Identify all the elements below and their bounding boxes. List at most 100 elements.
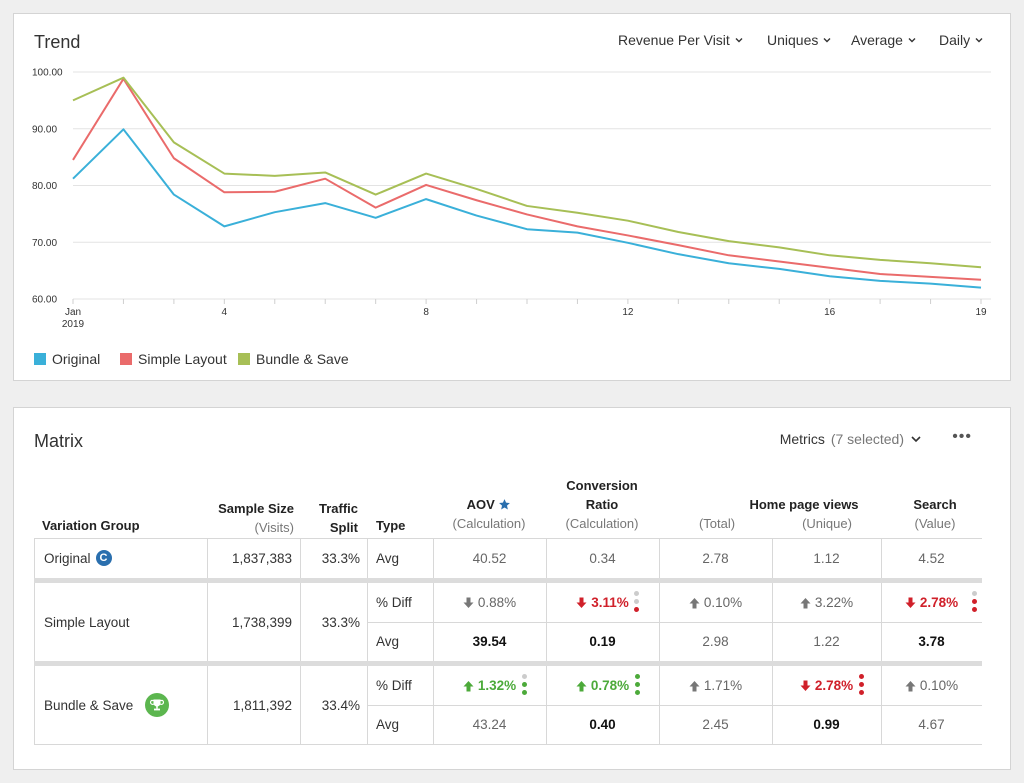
aov-diff: 0.88%: [433, 583, 546, 622]
search-diff: 2.78%: [881, 583, 982, 622]
aggregation-dropdown[interactable]: Average: [851, 32, 917, 48]
header-home-page-views[interactable]: Home page views: [749, 497, 859, 512]
x-tick-label: 19: [975, 307, 987, 318]
arrow-down-icon: [905, 597, 916, 608]
divider: [772, 538, 773, 745]
divider: [367, 538, 368, 745]
aov-value: 40.52: [472, 550, 507, 566]
table-row-bundle-save[interactable]: Bundle & Save: [44, 666, 170, 744]
x-tick-label: 4: [222, 307, 228, 318]
sample-size-value: 1,811,392: [232, 697, 292, 713]
variation-name: Simple Layout: [44, 614, 130, 630]
trend-chart: 60.00 70.00 80.00 90.00 100.00 Jan 2019 4 8 12 16 1…: [32, 68, 991, 330]
divider: [300, 538, 301, 745]
legend-swatch: [34, 353, 46, 365]
uniques-dropdown[interactable]: Uniques: [767, 32, 832, 48]
x-tick-label: 16: [824, 307, 836, 318]
y-tick-label: 100.00: [32, 68, 63, 79]
hpv-unique-value: 1.12: [813, 550, 840, 566]
header-search[interactable]: Search (Value): [913, 497, 957, 531]
sample-size-value: 1,837,383: [231, 550, 292, 566]
hpv-total-avg: 2.98: [702, 634, 729, 649]
series-line-bundle-save: [72, 76, 982, 269]
sample-size-value: 1,738,399: [231, 614, 292, 630]
chevron-down-icon: [911, 436, 921, 443]
arrow-down-icon: [576, 597, 587, 608]
header-sample-size[interactable]: Sample Size (Visits): [218, 501, 294, 535]
arrow-up-icon: [689, 597, 700, 608]
divider: [34, 744, 982, 745]
divider: [546, 538, 547, 745]
chevron-down-icon: [735, 38, 743, 43]
divider: [34, 538, 35, 745]
aov-diff: 1.32%: [433, 666, 546, 705]
legend-item-original[interactable]: Original: [34, 351, 100, 367]
control-badge-icon: C: [95, 550, 112, 566]
divider: [367, 705, 982, 706]
significance-dots-icon: [522, 674, 527, 695]
divider: [207, 538, 208, 745]
arrow-up-icon: [463, 680, 474, 691]
header-variation-group[interactable]: Variation Group: [42, 518, 140, 533]
chevron-down-icon: [908, 38, 916, 43]
divider: [367, 622, 982, 623]
divider: [659, 538, 660, 745]
header-conversion-ratio[interactable]: Conversion Ratio (Calculation): [565, 478, 639, 531]
y-tick-label: 90.00: [32, 124, 57, 135]
type-label: Avg: [376, 717, 400, 732]
interval-dropdown[interactable]: Daily: [939, 32, 984, 48]
hpv-unique-avg: 1.22: [813, 634, 840, 649]
hpv-total-diff: 1.71%: [659, 666, 772, 705]
header-traffic-split[interactable]: Traffic Split: [318, 501, 358, 535]
trend-panel: Trend Revenue Per Visit Uniques Average …: [13, 13, 1011, 381]
divider: [881, 538, 882, 745]
trend-title: Trend: [34, 32, 81, 52]
arrow-up-icon: [905, 680, 916, 691]
legend-item-simple-layout[interactable]: Simple Layout: [120, 351, 227, 367]
header-aov[interactable]: AOV (Calculation): [452, 497, 526, 531]
hpv-total-diff: 0.10%: [659, 583, 772, 622]
metrics-label: Metrics: [779, 431, 825, 447]
search-avg: 3.78: [918, 634, 945, 649]
legend-label: Bundle & Save: [256, 351, 349, 367]
more-options-button[interactable]: •••: [952, 428, 972, 445]
arrow-down-icon: [463, 597, 474, 608]
matrix-panel: Matrix Metrics (7 selected) ••• Variatio…: [13, 407, 1011, 770]
variation-name: Bundle & Save: [44, 697, 134, 713]
traffic-split-value: 33.3%: [321, 550, 360, 566]
header-hpv-unique: (Unique): [802, 516, 852, 531]
table-row-simple-layout[interactable]: Simple Layout: [44, 583, 130, 661]
type-label: % Diff: [376, 678, 412, 693]
arrow-up-icon: [800, 597, 811, 608]
star-icon: [499, 499, 511, 510]
legend-label: Original: [52, 351, 101, 367]
hpv-unique-avg: 0.99: [813, 717, 840, 732]
metrics-dropdown[interactable]: Metrics (7 selected): [780, 431, 922, 447]
legend-label: Simple Layout: [138, 351, 227, 367]
hpv-unique-diff: 2.78%: [772, 666, 881, 705]
traffic-split-value: 33.4%: [321, 697, 360, 713]
hpv-total-value: 2.78: [702, 550, 729, 566]
search-value: 4.52: [918, 550, 945, 566]
table-row-original[interactable]: Original C: [44, 538, 112, 578]
header-hpv-total: (Total): [698, 516, 736, 531]
x-tick-label: 12: [622, 307, 634, 318]
header-type: Type: [376, 518, 406, 533]
arrow-up-icon: [689, 680, 700, 691]
conversion-diff: 0.78%: [546, 666, 659, 705]
significance-dots-icon: [859, 674, 864, 695]
aov-avg: 39.54: [472, 634, 507, 649]
y-tick-label: 60.00: [32, 295, 57, 306]
metric-dropdown[interactable]: Revenue Per Visit: [618, 32, 744, 48]
divider: [34, 538, 982, 539]
chevron-down-icon: [823, 38, 831, 43]
legend-item-bundle-save[interactable]: Bundle & Save: [238, 351, 349, 367]
significance-dots-icon: [972, 591, 977, 612]
conversion-value: 0.34: [589, 550, 616, 566]
metric-dropdown-label: Revenue Per Visit: [618, 32, 730, 48]
conversion-avg: 0.40: [589, 717, 616, 732]
y-tick-label: 80.00: [32, 181, 57, 192]
divider: [433, 538, 434, 745]
variation-name: Original: [44, 550, 91, 566]
legend-swatch: [120, 353, 132, 365]
